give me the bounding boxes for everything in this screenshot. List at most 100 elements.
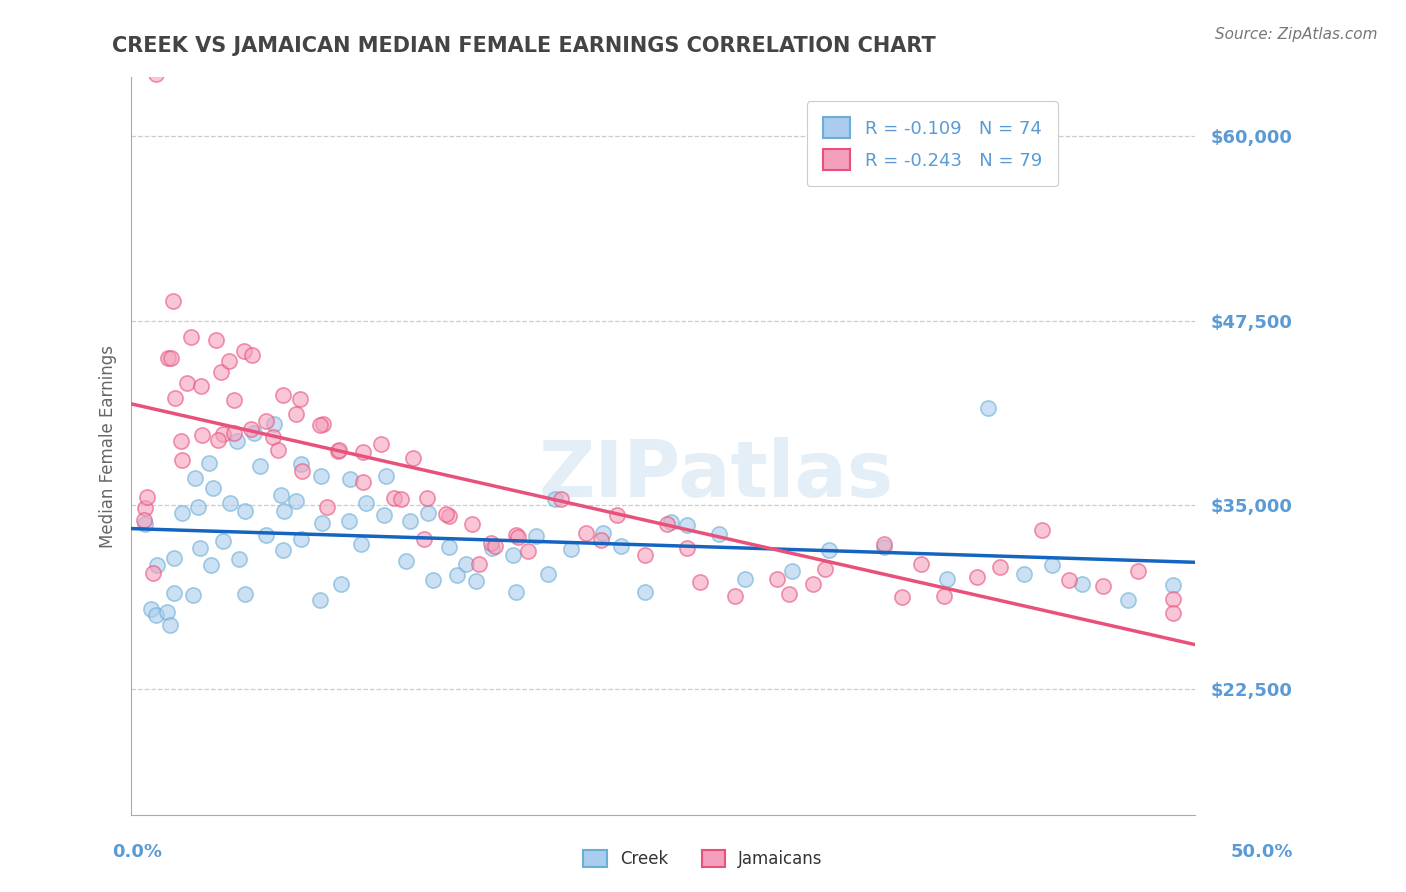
- Legend: Creek, Jamaicans: Creek, Jamaicans: [576, 843, 830, 875]
- Point: [505, 585, 527, 599]
- Point: [606, 508, 628, 523]
- Point: [484, 539, 506, 553]
- Point: [288, 392, 311, 406]
- Point: [146, 558, 169, 572]
- Point: [204, 333, 226, 347]
- Point: [263, 417, 285, 432]
- Point: [156, 351, 179, 366]
- Point: [285, 493, 308, 508]
- Point: [508, 530, 530, 544]
- Point: [218, 354, 240, 368]
- Point: [165, 391, 187, 405]
- Point: [160, 351, 183, 365]
- Point: [524, 529, 547, 543]
- Point: [254, 414, 277, 428]
- Point: [550, 492, 572, 507]
- Point: [437, 540, 460, 554]
- Text: 0.0%: 0.0%: [112, 843, 163, 861]
- Point: [418, 506, 440, 520]
- Point: [308, 417, 330, 432]
- Point: [212, 534, 235, 549]
- Point: [228, 552, 250, 566]
- Point: [273, 504, 295, 518]
- Point: [187, 500, 209, 514]
- Point: [709, 527, 731, 541]
- Point: [1161, 606, 1184, 620]
- Point: [456, 557, 478, 571]
- Point: [932, 589, 955, 603]
- Point: [589, 533, 612, 547]
- Point: [352, 475, 374, 489]
- Point: [239, 422, 262, 436]
- Point: [243, 425, 266, 440]
- Point: [254, 528, 277, 542]
- Point: [778, 587, 800, 601]
- Point: [505, 527, 527, 541]
- Point: [163, 551, 186, 566]
- Point: [1031, 523, 1053, 537]
- Point: [222, 426, 245, 441]
- Point: [329, 576, 352, 591]
- Point: [373, 508, 395, 522]
- Point: [141, 602, 163, 616]
- Point: [211, 427, 233, 442]
- Point: [172, 453, 194, 467]
- Point: [311, 516, 333, 530]
- Point: [271, 543, 294, 558]
- Point: [337, 514, 360, 528]
- Point: [328, 444, 350, 458]
- Point: [262, 430, 284, 444]
- Point: [267, 442, 290, 457]
- Point: [873, 537, 896, 551]
- Point: [290, 457, 312, 471]
- Point: [977, 401, 1000, 415]
- Point: [176, 376, 198, 390]
- Point: [370, 437, 392, 451]
- Point: [659, 516, 682, 530]
- Point: [170, 434, 193, 448]
- Point: [389, 491, 412, 506]
- Point: [271, 387, 294, 401]
- Point: [163, 586, 186, 600]
- Point: [966, 569, 988, 583]
- Point: [1057, 573, 1080, 587]
- Text: 50.0%: 50.0%: [1232, 843, 1294, 861]
- Point: [155, 605, 177, 619]
- Point: [446, 568, 468, 582]
- Point: [468, 558, 491, 572]
- Point: [1012, 566, 1035, 581]
- Point: [413, 532, 436, 546]
- Point: [225, 434, 247, 449]
- Point: [218, 496, 240, 510]
- Point: [560, 542, 582, 557]
- Point: [233, 587, 256, 601]
- Point: [309, 593, 332, 607]
- Point: [374, 468, 396, 483]
- Point: [516, 543, 538, 558]
- Point: [184, 471, 207, 485]
- Point: [537, 566, 560, 581]
- Point: [464, 574, 486, 588]
- Point: [188, 541, 211, 556]
- Point: [162, 293, 184, 308]
- Point: [988, 560, 1011, 574]
- Point: [655, 517, 678, 532]
- Point: [436, 507, 458, 521]
- Point: [159, 618, 181, 632]
- Point: [910, 557, 932, 571]
- Point: [191, 427, 214, 442]
- Point: [142, 566, 165, 580]
- Y-axis label: Median Female Earnings: Median Female Earnings: [100, 344, 117, 548]
- Text: ZIPatlas: ZIPatlas: [538, 437, 894, 514]
- Point: [291, 464, 314, 478]
- Point: [1040, 558, 1063, 572]
- Point: [181, 588, 204, 602]
- Point: [689, 574, 711, 589]
- Point: [803, 576, 825, 591]
- Point: [134, 500, 156, 515]
- Point: [1091, 579, 1114, 593]
- Point: [312, 417, 335, 431]
- Point: [356, 496, 378, 510]
- Point: [309, 469, 332, 483]
- Point: [315, 500, 337, 515]
